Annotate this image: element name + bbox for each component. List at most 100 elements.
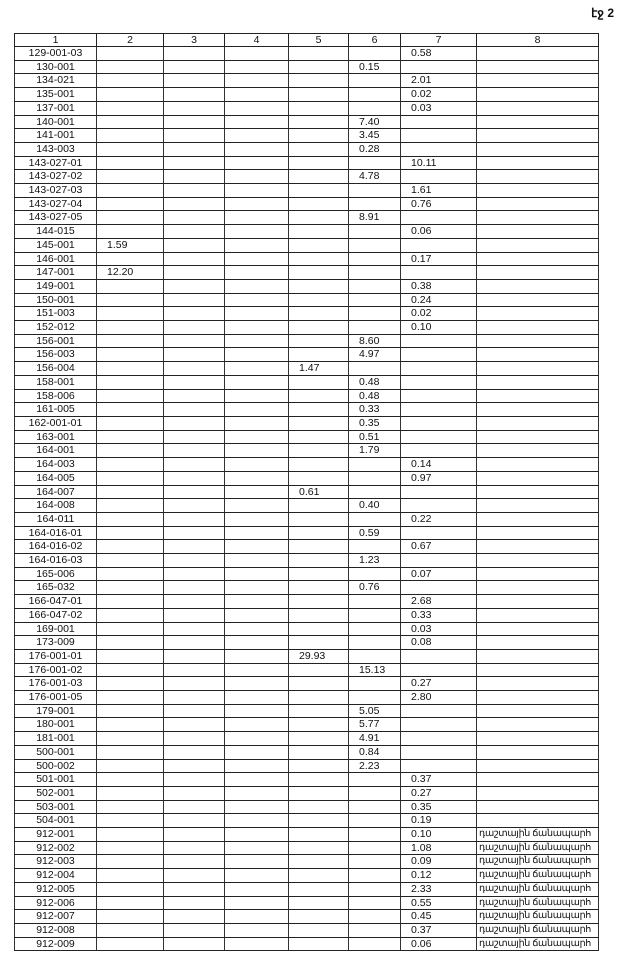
column-6-cell <box>348 457 401 472</box>
column-4-cell <box>224 511 289 527</box>
column-4-cell <box>224 772 289 787</box>
column-5-cell <box>288 923 349 938</box>
column-3-cell <box>163 402 225 417</box>
table-row: 143-027-03 1.61 <box>14 183 599 198</box>
column-3-cell <box>163 799 225 815</box>
column-5-cell <box>288 635 349 650</box>
table-row: 503-001 0.35 <box>14 799 599 815</box>
column-4-cell <box>224 141 289 157</box>
parcel-id-cell: 156-001 <box>14 333 97 349</box>
column-7-cell <box>400 128 477 143</box>
column-7-cell: 2.33 <box>400 881 477 897</box>
column-6-cell: 0.59 <box>348 525 401 541</box>
column-6-cell <box>348 251 401 267</box>
column-5-cell <box>288 854 349 870</box>
column-4-cell <box>224 46 289 61</box>
column-3-cell <box>163 923 225 938</box>
column-2-cell <box>96 881 164 897</box>
column-5-cell <box>288 196 349 212</box>
column-4-cell <box>224 566 289 582</box>
parcel-id-cell: 504-001 <box>14 813 97 829</box>
table-row: 176-001-03 0.27 <box>14 676 599 692</box>
column-3-cell <box>163 744 225 760</box>
column-3-cell <box>163 210 225 226</box>
column-8-cell: դաշտային ճանապարհ <box>476 827 599 842</box>
parcel-id-cell: 179-001 <box>14 703 97 719</box>
column-7-cell: 0.38 <box>400 278 477 294</box>
column-8-cell <box>476 457 599 472</box>
column-4-cell <box>224 909 289 924</box>
table-row: 162-001-01 0.35 <box>14 415 599 431</box>
parcel-id-cell: 137-001 <box>14 100 97 116</box>
parcel-id-cell: 151-003 <box>14 306 97 322</box>
column-4-cell <box>224 169 289 185</box>
column-4-cell <box>224 457 289 472</box>
column-8-cell <box>476 100 599 116</box>
parcel-id-cell: 181-001 <box>14 731 97 746</box>
column-7-cell <box>400 731 477 746</box>
table-row: 164-011 0.22 <box>14 511 599 527</box>
column-header-8: 8 <box>476 33 599 47</box>
column-3-cell <box>163 731 225 746</box>
column-7-cell <box>400 388 477 404</box>
column-8-cell <box>476 402 599 417</box>
column-3-cell <box>163 59 225 75</box>
column-2-cell <box>96 306 164 322</box>
column-5-cell: 1.47 <box>288 361 349 376</box>
column-5-cell <box>288 155 349 171</box>
column-2-cell <box>96 923 164 938</box>
column-8-cell <box>476 799 599 815</box>
column-6-cell <box>348 909 401 924</box>
column-5-cell <box>288 320 349 335</box>
table-row: 156-001 8.60 <box>14 333 599 349</box>
column-3-cell <box>163 183 225 198</box>
parcel-id-cell: 143-027-03 <box>14 183 97 198</box>
column-4-cell <box>224 648 289 664</box>
column-8-cell <box>476 210 599 226</box>
column-4-cell <box>224 415 289 431</box>
column-3-cell <box>163 415 225 431</box>
parcel-id-cell: 912-004 <box>14 868 97 883</box>
column-5-cell <box>288 895 349 911</box>
column-5-cell <box>288 580 349 596</box>
column-2-cell <box>96 470 164 486</box>
column-6-cell <box>348 539 401 555</box>
column-6-cell <box>348 635 401 650</box>
column-3-cell <box>163 388 225 404</box>
column-4-cell <box>224 470 289 486</box>
parcel-id-cell: 502-001 <box>14 785 97 801</box>
column-6-cell: 3.45 <box>348 128 401 143</box>
parcel-id-cell: 130-001 <box>14 59 97 75</box>
column-5-cell <box>288 936 349 952</box>
table-row: 912-004 0.12 դաշտային ճանապարհ <box>14 868 599 883</box>
column-7-cell: 0.45 <box>400 909 477 924</box>
table-row: 141-001 3.45 <box>14 128 599 143</box>
column-4-cell <box>224 210 289 226</box>
column-8-cell <box>476 525 599 541</box>
column-4-cell <box>224 731 289 746</box>
column-7-cell: 2.68 <box>400 594 477 609</box>
column-8-cell: դաշտային ճանապարհ <box>476 895 599 911</box>
table-row: 161-005 0.33 <box>14 402 599 417</box>
column-8-cell: դաշտային ճանապարհ <box>476 923 599 938</box>
column-3-cell <box>163 87 225 102</box>
parcel-id-cell: 164-003 <box>14 457 97 472</box>
column-3-cell <box>163 607 225 623</box>
parcel-id-cell: 143-027-01 <box>14 155 97 171</box>
column-3-cell <box>163 690 225 705</box>
column-4-cell <box>224 374 289 390</box>
column-4-cell <box>224 333 289 349</box>
column-3-cell <box>163 881 225 897</box>
column-4-cell <box>224 525 289 541</box>
column-4-cell <box>224 553 289 568</box>
column-6-cell <box>348 183 401 198</box>
table-row: 179-001 5.05 <box>14 703 599 719</box>
column-6-cell: 2.23 <box>348 758 401 774</box>
table-row: 912-005 2.33 դաշտային ճանապարհ <box>14 881 599 897</box>
parcel-id-cell: 912-003 <box>14 854 97 870</box>
column-6-cell: 5.77 <box>348 717 401 733</box>
column-6-cell: 0.15 <box>348 59 401 75</box>
column-4-cell <box>224 59 289 75</box>
parcel-id-cell: 166-047-01 <box>14 594 97 609</box>
